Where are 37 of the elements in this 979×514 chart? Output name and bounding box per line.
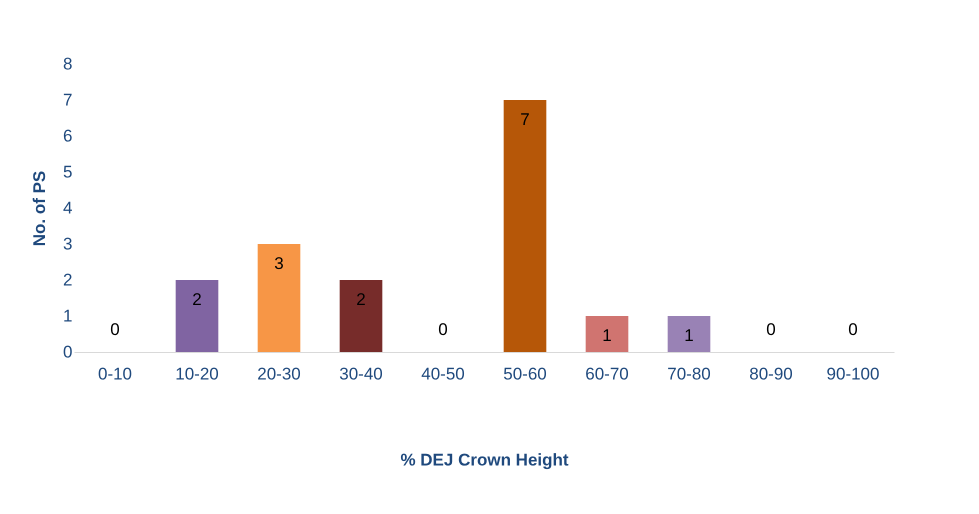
x-tick-label: 0-10 — [98, 364, 132, 384]
bar — [176, 280, 218, 352]
data-label: 0 — [110, 320, 120, 339]
data-label: 3 — [274, 254, 284, 273]
data-label: 1 — [602, 326, 612, 345]
x-axis-title: % DEJ Crown Height — [400, 450, 569, 470]
y-tick-label: 0 — [63, 342, 72, 362]
bar — [668, 316, 710, 352]
data-label: 1 — [684, 326, 694, 345]
y-tick-label: 2 — [63, 270, 72, 290]
x-tick-label: 50-60 — [503, 364, 547, 384]
bar — [258, 244, 300, 352]
bar — [504, 100, 546, 352]
y-tick-label: 6 — [63, 126, 72, 146]
y-tick-label: 7 — [63, 90, 72, 110]
x-tick-label: 60-70 — [585, 364, 629, 384]
data-label: 2 — [192, 290, 202, 309]
y-axis-title: No. of PS — [30, 170, 50, 246]
x-tick-label: 30-40 — [339, 364, 383, 384]
x-tick-label: 40-50 — [421, 364, 465, 384]
x-tick-label: 80-90 — [749, 364, 793, 384]
x-tick-label: 70-80 — [667, 364, 711, 384]
x-tick-label: 20-30 — [257, 364, 301, 384]
y-tick-label: 8 — [63, 54, 72, 74]
y-tick-label: 1 — [63, 306, 72, 326]
y-tick-label: 3 — [63, 234, 72, 254]
x-tick-label: 90-100 — [826, 364, 880, 384]
data-label: 0 — [438, 320, 448, 339]
bar — [340, 280, 382, 352]
data-label: 0 — [766, 320, 776, 339]
bar — [586, 316, 628, 352]
data-label: 2 — [356, 290, 366, 309]
y-tick-label: 4 — [63, 198, 72, 218]
x-tick-label: 10-20 — [175, 364, 219, 384]
data-label: 0 — [848, 320, 858, 339]
data-label: 7 — [520, 110, 530, 129]
y-tick-label: 5 — [63, 162, 72, 182]
